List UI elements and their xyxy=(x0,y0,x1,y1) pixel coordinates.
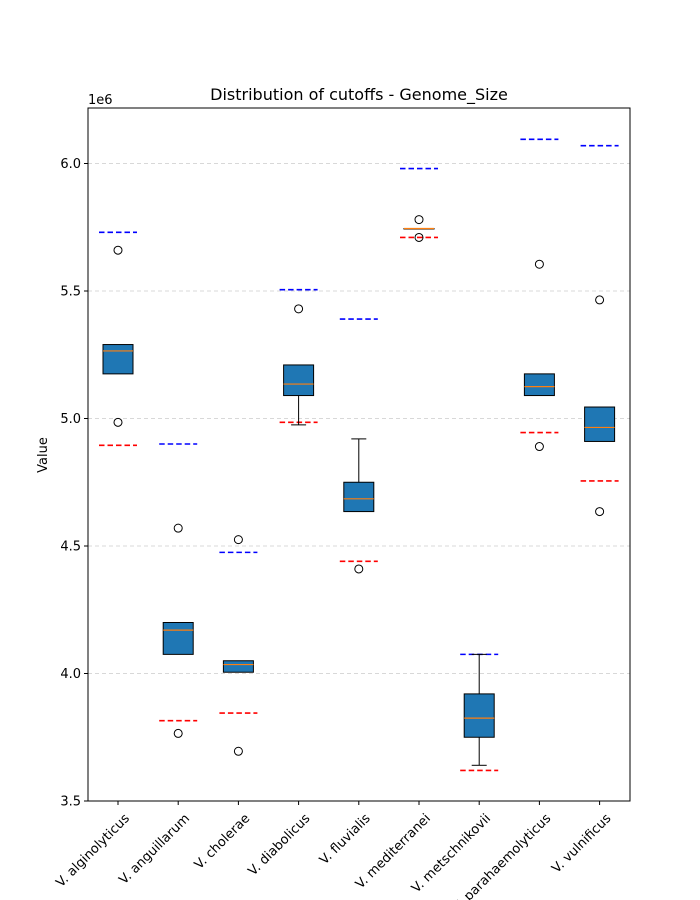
outlier-point xyxy=(534,442,544,452)
outlier-point xyxy=(414,232,424,242)
x-tick-label: V. diabolicus xyxy=(246,811,314,879)
y-tick-label: 5.5 xyxy=(60,285,81,300)
x-tick-label: V. vulnificus xyxy=(549,811,614,876)
y-axis-label: Value xyxy=(36,437,51,473)
box xyxy=(584,406,616,442)
box xyxy=(222,660,254,673)
outlier-point xyxy=(233,535,243,545)
outlier-point xyxy=(294,304,304,314)
outlier-point xyxy=(173,728,183,738)
box xyxy=(102,344,134,375)
marks-layer xyxy=(99,138,619,772)
outlier-point xyxy=(595,507,605,517)
box xyxy=(162,622,194,655)
x-tick-label: V. cholerae xyxy=(192,811,253,872)
outlier-point xyxy=(534,259,544,269)
outlier-point xyxy=(414,215,424,225)
outlier-point xyxy=(173,523,183,533)
x-tick-label: V. parahaemolyticus xyxy=(450,811,554,900)
x-tick-label: V. fluvialis xyxy=(317,811,374,868)
y-tick-label: 3.5 xyxy=(60,795,81,810)
box xyxy=(283,364,315,397)
box xyxy=(523,373,555,397)
outlier-point xyxy=(233,746,243,756)
outlier-point xyxy=(113,417,123,427)
y-tick-label: 4.5 xyxy=(60,540,81,555)
box xyxy=(343,481,375,513)
outlier-point xyxy=(113,245,123,255)
y-tick-label: 4.0 xyxy=(60,667,81,682)
y-scale-label: 1e6 xyxy=(88,93,113,108)
outlier-point xyxy=(595,295,605,305)
y-tick-label: 6.0 xyxy=(60,157,81,172)
outlier-point xyxy=(354,564,364,574)
chart-title: Distribution of cutoffs - Genome_Size xyxy=(210,85,508,105)
box xyxy=(463,693,495,738)
y-tick-label: 5.0 xyxy=(60,412,81,427)
